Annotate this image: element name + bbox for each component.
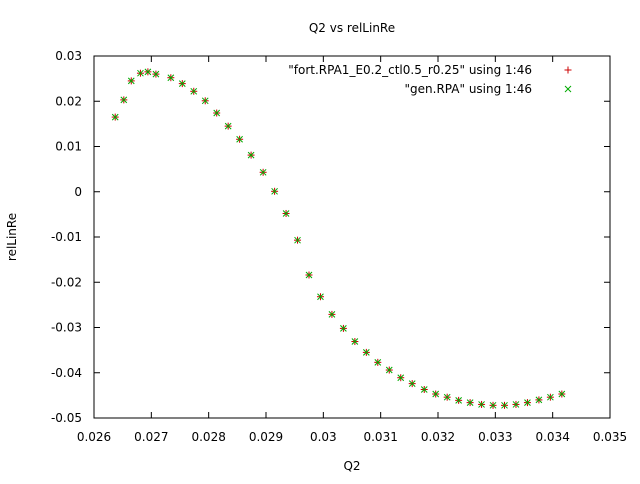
x-tick-label: 0.034 (535, 430, 569, 444)
data-point-cross (305, 271, 313, 279)
data-point-cross (282, 210, 290, 217)
data-point-cross (167, 74, 175, 82)
data-point-cross (455, 396, 462, 404)
x-axis: 0.026 0.027 0.028 0.029 0.03 0.031 0.032 0.033 0… (77, 56, 627, 444)
x-tick-label: 0.027 (134, 430, 168, 444)
data-point-cross (120, 96, 128, 104)
data-point-cross (137, 69, 144, 77)
chart-title: Q2 vs relLinRe (309, 21, 395, 35)
data-point-cross (432, 390, 440, 398)
data-point-cross (224, 122, 232, 130)
data-point-cross (547, 393, 554, 401)
y-tick-label: 0.01 (55, 140, 82, 154)
y-tick-label: -0.02 (51, 275, 82, 289)
y-axis-label: relLinRe (5, 213, 19, 261)
data-point-cross (443, 393, 451, 401)
y-tick-label: -0.04 (51, 366, 82, 380)
data-point-cross (512, 401, 520, 408)
y-tick-label: 0.03 (55, 49, 82, 63)
legend-label-fort-rpa1: "fort.RPA1_E0.2_ctl0.5_r0.25" using 1:46 (288, 63, 532, 77)
data-point-cross (111, 113, 119, 121)
legend: "fort.RPA1_E0.2_ctl0.5_r0.25" using 1:46… (288, 63, 572, 96)
data-point-cross (478, 401, 485, 408)
y-tick-label: 0 (74, 185, 82, 199)
legend-marker-plus-icon (564, 66, 572, 74)
data-point-cross (362, 349, 370, 356)
data-point-cross (466, 399, 474, 406)
y-tick-label: -0.03 (51, 321, 82, 335)
y-tick-label: -0.05 (51, 411, 82, 425)
data-point-cross (489, 401, 497, 409)
x-tick-label: 0.028 (191, 430, 225, 444)
x-tick-label: 0.032 (421, 430, 455, 444)
x-tick-label: 0.033 (478, 430, 512, 444)
data-point-cross (236, 135, 243, 143)
x-tick-label: 0.026 (77, 430, 111, 444)
data-point-cross (328, 311, 336, 318)
y-tick-label: 0.02 (55, 94, 82, 108)
data-point-cross (408, 380, 416, 387)
data-point-cross (535, 396, 543, 404)
data-point-cross (178, 80, 186, 87)
data-point-cross (317, 293, 324, 301)
y-axis: 0.03 0.02 0.01 0 -0.01 -0.02 -0.03 -0.04 -0.05 (51, 49, 610, 425)
data-point-cross (501, 401, 508, 409)
legend-marker-cross-icon (564, 85, 572, 93)
data-point-cross (271, 187, 278, 195)
x-tick-label: 0.035 (593, 430, 627, 444)
plot-border (93, 55, 611, 419)
x-tick-label: 0.031 (363, 430, 397, 444)
data-point-cross (524, 399, 531, 406)
x-tick-label: 0.029 (249, 430, 283, 444)
data-point-cross (340, 325, 347, 332)
plus-icon (564, 66, 572, 74)
data-point-cross (374, 358, 382, 366)
series-fort-rpa1 (111, 68, 566, 409)
data-point-cross (351, 338, 359, 345)
data-point-cross (201, 97, 209, 105)
data-point-cross (397, 374, 405, 382)
cross-icon (564, 85, 572, 93)
data-point-cross (152, 70, 160, 78)
data-point-cross (127, 77, 135, 85)
data-point-cross (144, 68, 152, 76)
data-point-cross (259, 168, 267, 176)
plot-frame (93, 55, 611, 419)
data-point-cross (294, 236, 301, 244)
x-axis-label: Q2 (343, 459, 360, 473)
data-point-cross (558, 390, 566, 398)
x-tick-label: 0.03 (310, 430, 337, 444)
data-point-cross (247, 151, 255, 159)
y-tick-label: -0.01 (51, 230, 82, 244)
data-point-cross (420, 386, 428, 393)
data-point-cross (385, 366, 393, 374)
data-point-cross (213, 109, 221, 117)
data-point-cross (190, 87, 198, 95)
legend-label-gen-rpa: "gen.RPA" using 1:46 (405, 82, 532, 96)
series-gen-rpa (111, 68, 566, 409)
